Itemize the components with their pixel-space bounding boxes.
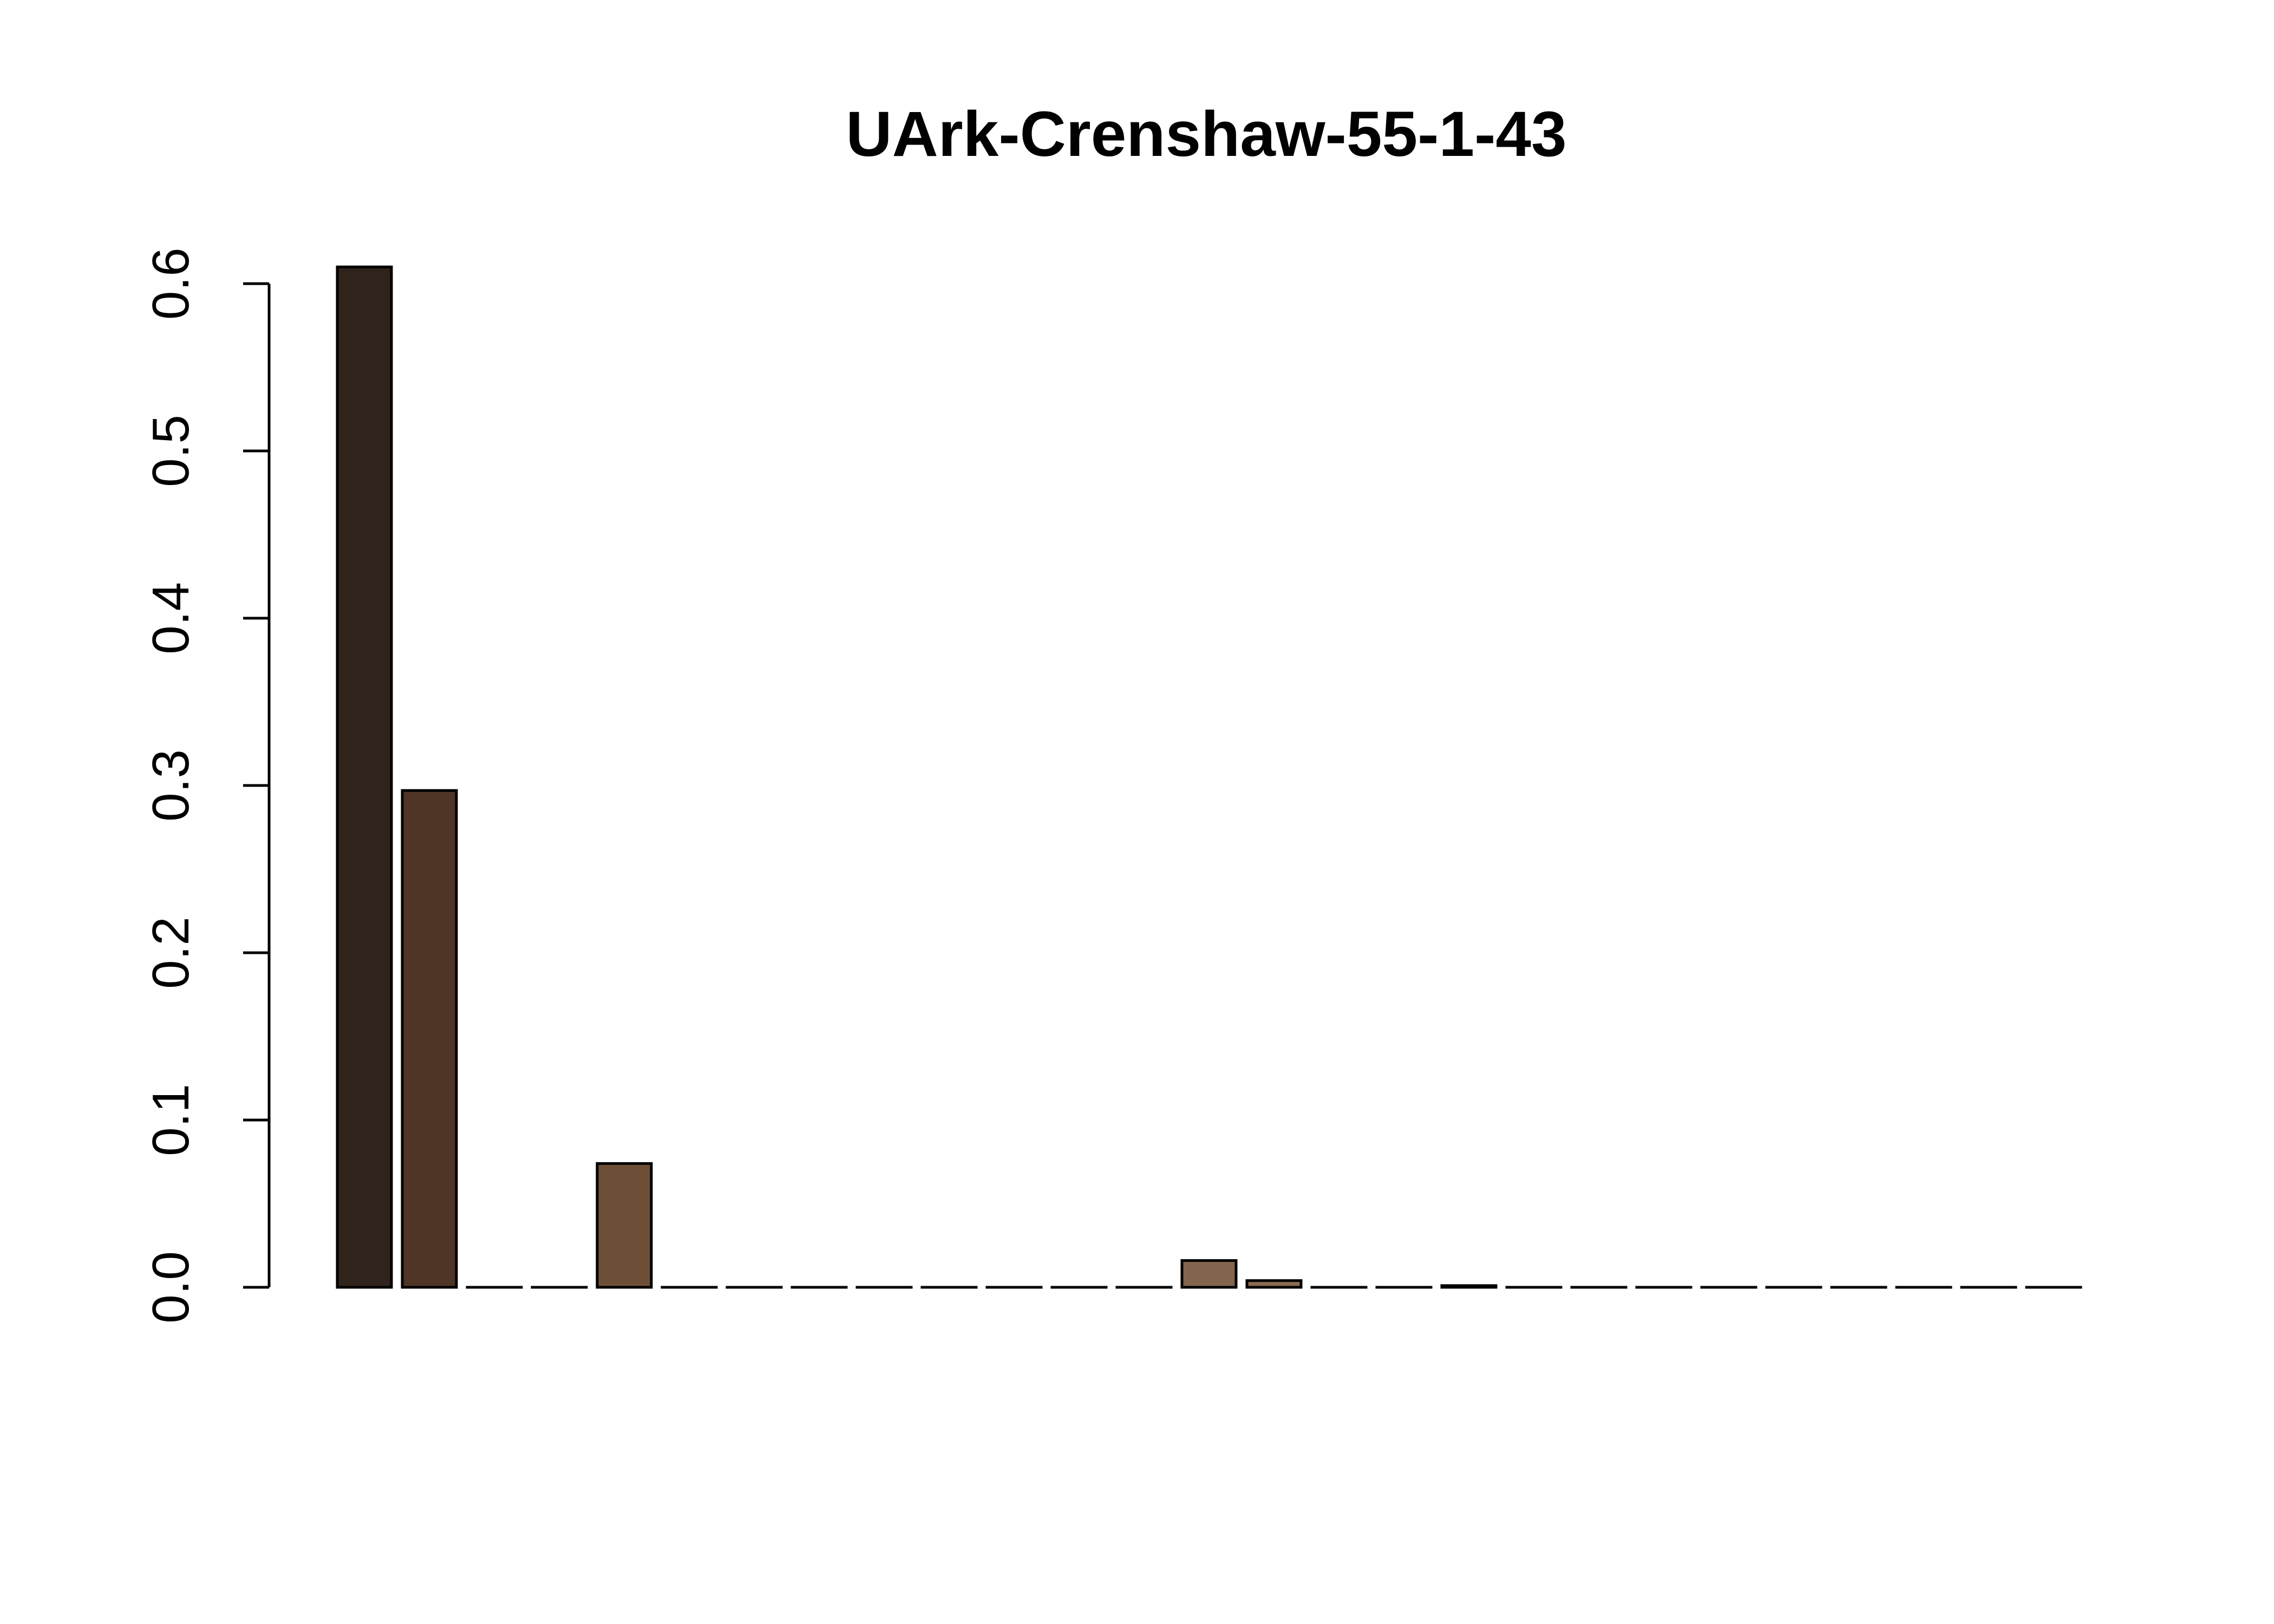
bars-group	[336, 265, 2082, 1289]
y-tick-label: 0.2	[142, 916, 200, 988]
bar	[401, 789, 458, 1289]
bar	[1245, 1279, 1303, 1289]
bar	[596, 1162, 653, 1289]
bar	[1180, 1259, 1238, 1289]
y-tick-label: 0.5	[142, 415, 200, 487]
y-tick-label: 0.0	[142, 1251, 200, 1323]
y-tick-label: 0.4	[142, 582, 200, 654]
y-tick-label: 0.3	[142, 749, 200, 821]
chart-title: UArk-Crenshaw-55-1-43	[846, 99, 1566, 170]
bar	[336, 265, 393, 1289]
y-axis: 0.0 0.1 0.2 0.3 0.4 0.5 0.6	[142, 247, 271, 1324]
bar	[1440, 1284, 1498, 1289]
y-tick-label: 0.1	[142, 1084, 200, 1156]
y-tick-label: 0.6	[142, 247, 200, 319]
